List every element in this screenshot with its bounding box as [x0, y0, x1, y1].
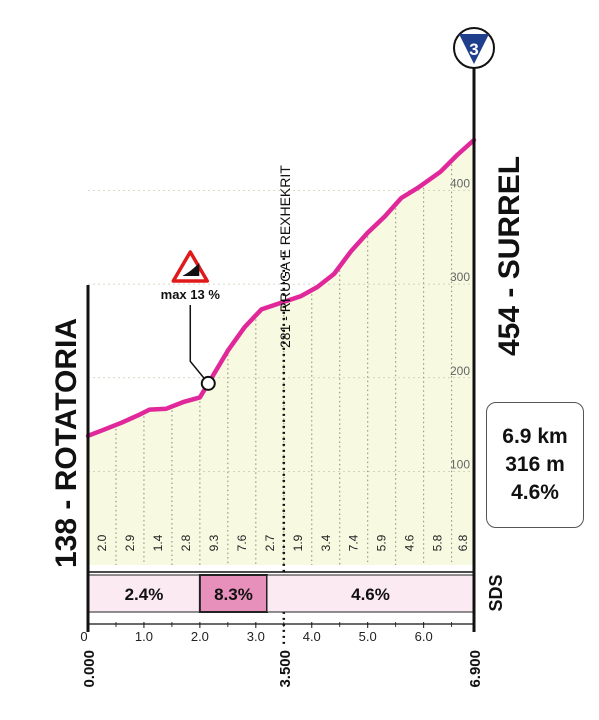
steepest-leader	[189, 305, 209, 384]
x-tick-label: 3.0	[247, 629, 265, 644]
gradient-label: 5.9	[375, 534, 389, 551]
x-tick-label: 1.0	[135, 629, 153, 644]
gradient-label: 1.9	[291, 534, 305, 551]
gradient-label: 7.4	[347, 534, 361, 551]
intermediate-km-label: 3.500	[277, 650, 294, 688]
gradient-label: 2.8	[179, 534, 193, 551]
segment-gradient: 4.6%	[351, 585, 390, 604]
gradient-label: 2.9	[123, 534, 137, 551]
gradient-label: 7.6	[235, 534, 249, 551]
steep-warning-icon	[171, 250, 210, 283]
finish-km-label: 6.900	[467, 650, 484, 688]
segment-gradient: 2.4%	[125, 585, 164, 604]
x-tick-label: 0	[80, 629, 87, 644]
gradient-label: 1.4	[151, 534, 165, 551]
summary-distance: 6.9 km	[502, 424, 568, 448]
y-tick-label: 200	[450, 364, 470, 378]
finish-badge-icon	[459, 34, 489, 64]
steepest-label: max 13 %	[161, 287, 221, 302]
segment-gradient: 8.3%	[214, 585, 253, 604]
gradient-label: 3.4	[319, 534, 333, 551]
y-tick-label: 400	[450, 177, 470, 191]
gradient-label: 4.6	[403, 534, 417, 551]
climb-summary-box: 6.9 km 316 m 4.6%	[486, 402, 584, 528]
segment-bar	[198, 574, 269, 613]
finish-badge-number: 3	[469, 40, 478, 59]
x-tick-label: 4.0	[303, 629, 321, 644]
x-tick-label: 2.0	[191, 629, 209, 644]
brand-logo: SDS	[486, 574, 506, 611]
gradient-label: 6.8	[456, 534, 470, 551]
summary-climb: 316 m	[505, 452, 565, 476]
finish-label: 454 - SURREL	[493, 156, 526, 356]
gradient-label: 9.3	[207, 534, 221, 551]
x-tick-label: 5.0	[359, 629, 377, 644]
profile-area	[88, 140, 474, 565]
segment-bar	[266, 574, 475, 613]
steepest-point	[200, 375, 216, 391]
x-tick-label: 6.0	[415, 629, 433, 644]
gradient-label: 5.8	[431, 534, 445, 551]
gradient-label: 2.0	[95, 534, 109, 551]
y-tick-label: 100	[450, 457, 470, 471]
intermediate-label: 281 - RRUGA E REXHEKRIT	[277, 165, 293, 348]
profile-line	[85, 137, 477, 439]
y-tick-label: 300	[450, 270, 470, 284]
gradient-label: 2.7	[263, 534, 277, 551]
summary-average: 4.6%	[511, 481, 559, 505]
start-km-label: 0.000	[81, 650, 98, 688]
start-label: 138 - ROTATORIA	[50, 318, 83, 568]
steep-slope-icon	[182, 263, 200, 276]
